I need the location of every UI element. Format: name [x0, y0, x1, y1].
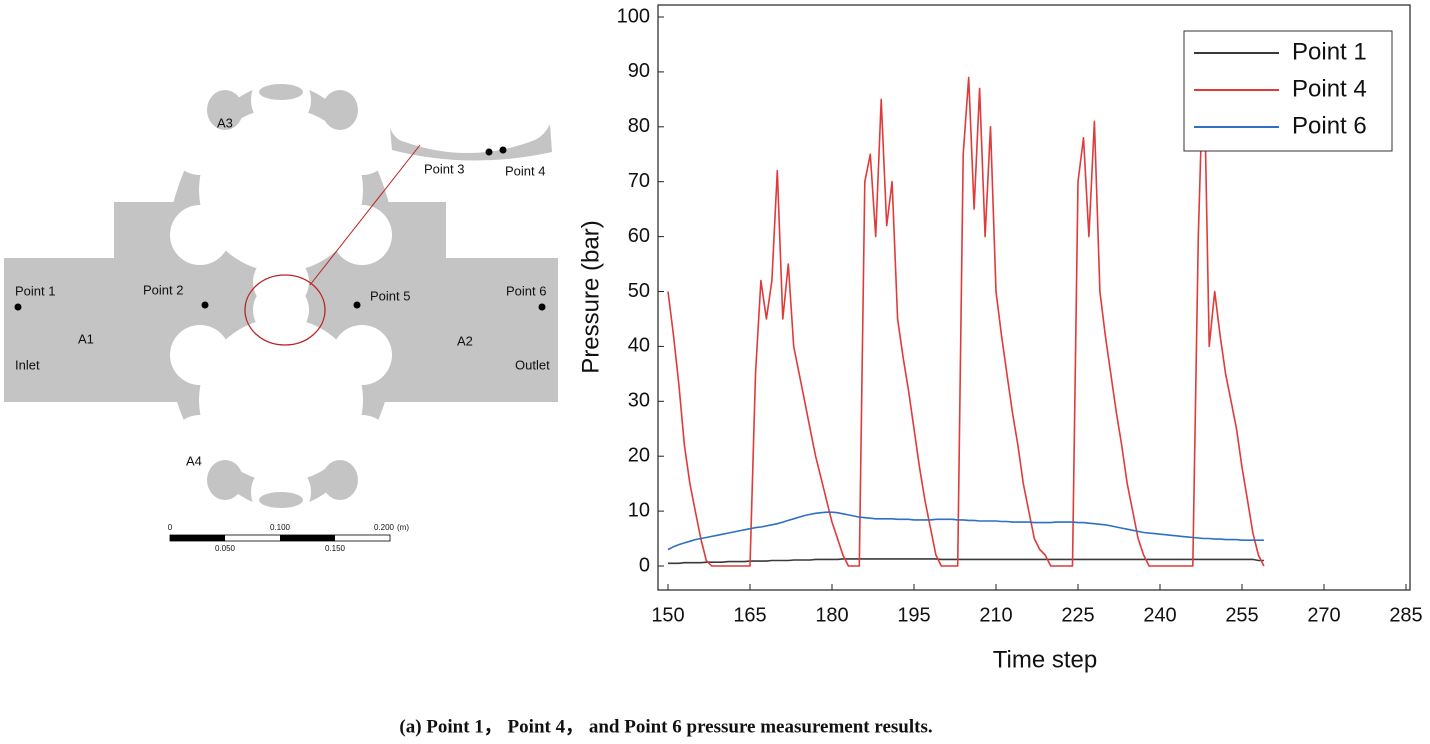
point-label: Point 4 — [505, 163, 545, 178]
outlet-label: Outlet — [515, 357, 550, 372]
scale-label: 0.100 — [270, 523, 291, 532]
y-tick-label: 60 — [628, 225, 650, 247]
x-tick-label: 285 — [1389, 604, 1422, 626]
y-tick-label: 80 — [628, 115, 650, 137]
series-line — [667, 511, 1264, 551]
probe-dots — [14, 146, 546, 311]
y-tick-label: 0 — [639, 554, 650, 576]
x-tick-label: 225 — [1061, 604, 1094, 626]
scale-label: 0.050 — [215, 544, 236, 553]
x-tick-label: 210 — [979, 604, 1012, 626]
zoom-inset — [390, 124, 552, 161]
scale-label: (m) — [397, 523, 409, 532]
region-label: A1 — [78, 331, 94, 346]
pump-diagram: Point 1 Point 2 Point 3 Point 4 Point 5 … — [4, 70, 558, 553]
x-tick-label: 180 — [815, 604, 848, 626]
y-tick-label: 20 — [628, 444, 650, 466]
y-tick-label: 50 — [628, 280, 650, 302]
scale-label: 0.200 — [374, 523, 395, 532]
scale-label: 0.150 — [325, 544, 346, 553]
x-tick-label: 240 — [1143, 604, 1176, 626]
caption: (a) Point 1， Point 4， and Point 6 pressu… — [399, 716, 932, 737]
point-label: Point 1 — [15, 283, 55, 298]
line-chart: 0 10 20 30 40 50 60 70 80 90 100 150 165 180 195 210 225… — [577, 4, 1423, 673]
y-tick-label: 30 — [628, 390, 650, 412]
point-label: Point 3 — [424, 161, 464, 176]
point-label: Point 5 — [370, 288, 410, 303]
y-tick-label: 40 — [628, 335, 650, 357]
x-tick-label: 150 — [651, 604, 684, 626]
series-line — [668, 558, 1264, 565]
region-label: A4 — [186, 453, 202, 468]
series-line — [667, 49, 1265, 567]
zoom-circle — [244, 274, 326, 346]
zoom-line — [309, 144, 421, 286]
x-tick-label: 165 — [733, 604, 766, 626]
y-axis-title: Pressure (bar) — [577, 220, 604, 373]
y-tick-label: 10 — [628, 499, 650, 521]
plot-frame — [657, 4, 1411, 591]
x-tick-label: 270 — [1307, 604, 1340, 626]
scale-bar: 0 0.100 0.200 (m) 0.050 0.150 — [168, 523, 410, 553]
region-label: A3 — [217, 115, 233, 130]
x-axis-title: Time step — [993, 646, 1097, 673]
legend-label: Point 4 — [1292, 75, 1367, 102]
x-tick-label: 255 — [1225, 604, 1258, 626]
legend-label: Point 6 — [1292, 112, 1367, 139]
x-tick-label: 195 — [897, 604, 930, 626]
y-tick-label: 90 — [628, 60, 650, 82]
point-label: Point 2 — [143, 282, 183, 297]
point-label: Point 6 — [506, 283, 546, 298]
scale-label: 0 — [168, 523, 173, 532]
y-tick-label: 70 — [628, 170, 650, 192]
rotor-lobes — [207, 84, 358, 508]
legend-label: Point 1 — [1292, 38, 1367, 65]
inlet-label: Inlet — [15, 357, 40, 372]
upper-rotor — [170, 70, 392, 310]
region-label: A2 — [457, 333, 473, 348]
y-tick-label: 100 — [617, 5, 650, 27]
